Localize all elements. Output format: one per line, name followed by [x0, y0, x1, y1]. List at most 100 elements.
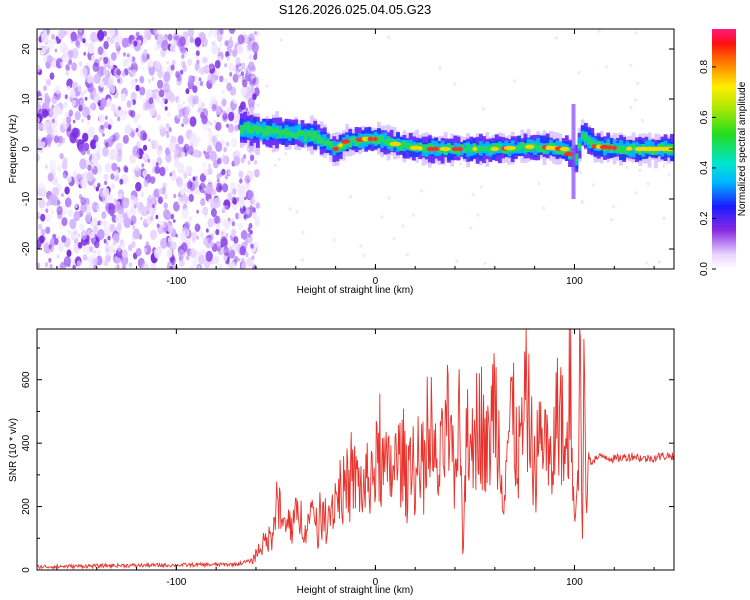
- noise-speckle: [227, 192, 233, 201]
- noise-speckle: [241, 257, 245, 263]
- signal-peak: [472, 146, 478, 152]
- spectrogram-heatmap: [37, 29, 674, 269]
- signal-band-cell: [622, 146, 626, 155]
- signal-band-cell: [268, 126, 273, 135]
- noise-speckle: [215, 229, 220, 236]
- noise-speckle: [46, 126, 53, 136]
- noise-speckle: [177, 98, 180, 103]
- noise-speckle: [40, 213, 46, 222]
- noise-speckle: [215, 133, 219, 139]
- noise-speckle: [168, 127, 172, 133]
- noise-speckle: [183, 228, 190, 238]
- noise-speckle: [249, 154, 255, 162]
- noise-speckle: [228, 62, 235, 72]
- signal-band-cell: [475, 146, 480, 154]
- noise-speckle: [105, 85, 109, 90]
- signal-peak: [591, 144, 598, 149]
- noise-speckle: [155, 95, 161, 103]
- noise-speckle: [166, 60, 169, 65]
- noise-speckle: [100, 220, 104, 226]
- noise-speckle: [181, 208, 189, 219]
- noise-speckle: [220, 109, 224, 113]
- noise-speckle: [226, 55, 230, 61]
- noise-speckle: [592, 183, 595, 187]
- noise-speckle: [103, 260, 107, 266]
- noise-speckle: [167, 112, 171, 118]
- noise-speckle: [209, 96, 217, 107]
- noise-speckle: [102, 187, 110, 198]
- noise-speckle: [177, 114, 182, 120]
- noise-speckle: [93, 265, 97, 269]
- noise-speckle: [249, 230, 253, 235]
- noise-speckle: [251, 196, 257, 206]
- noise-speckle: [48, 257, 52, 263]
- noise-speckle: [86, 171, 94, 182]
- noise-speckle: [142, 144, 148, 151]
- noise-speckle: [130, 78, 137, 88]
- noise-speckle: [202, 206, 209, 216]
- signal-band-cell: [271, 128, 276, 135]
- signal-band-cell: [322, 140, 327, 146]
- noise-speckle: [206, 145, 213, 154]
- noise-speckle: [246, 256, 254, 268]
- noise-speckle: [147, 58, 154, 69]
- noise-speckle: [56, 254, 60, 259]
- noise-speckle: [225, 141, 230, 147]
- noise-speckle: [191, 236, 196, 244]
- noise-speckle: [636, 81, 640, 85]
- noise-speckle: [94, 240, 100, 249]
- signal-band-cell: [291, 126, 295, 138]
- noise-speckle: [117, 78, 121, 83]
- noise-speckle: [162, 82, 170, 94]
- noise-speckle: [199, 81, 204, 87]
- noise-speckle: [119, 178, 124, 185]
- noise-speckle: [120, 93, 127, 102]
- signal-band-cell: [316, 134, 321, 144]
- noise-speckle: [333, 238, 336, 242]
- noise-speckle: [165, 89, 168, 93]
- signal-peak: [389, 141, 402, 147]
- noise-speckle: [216, 157, 222, 165]
- noise-speckle: [95, 236, 99, 241]
- noise-speckle: [102, 195, 108, 204]
- signal-band-cell: [380, 135, 384, 142]
- noise-speckle: [61, 193, 64, 198]
- signal-band-cell: [498, 143, 502, 151]
- signal-peak: [626, 146, 633, 151]
- noise-speckle: [95, 186, 100, 192]
- noise-speckle: [202, 237, 209, 246]
- noise-speckle: [156, 223, 160, 228]
- noise-speckle: [164, 166, 169, 172]
- signal-band-cell: [447, 143, 451, 151]
- signal-peak: [456, 146, 464, 152]
- signal-peak: [611, 145, 617, 150]
- noise-speckle: [186, 180, 193, 190]
- noise-speckle: [38, 212, 41, 217]
- signal-peak: [417, 146, 423, 151]
- x-tick-label: 100: [566, 276, 583, 287]
- signal-band-cell: [300, 130, 305, 136]
- noise-speckle: [147, 158, 151, 163]
- noise-speckle: [253, 54, 258, 61]
- noise-speckle: [160, 237, 168, 249]
- noise-speckle: [52, 104, 61, 116]
- noise-speckle: [78, 104, 83, 112]
- noise-speckle: [121, 249, 128, 259]
- noise-speckle: [176, 177, 184, 188]
- noise-speckle: [240, 86, 247, 96]
- noise-speckle: [99, 80, 105, 88]
- noise-speckle: [80, 91, 85, 97]
- noise-speckle: [213, 197, 221, 209]
- noise-speckle: [638, 168, 642, 172]
- noise-speckle: [216, 178, 220, 183]
- noise-speckle: [154, 166, 158, 171]
- noise-speckle: [185, 88, 190, 95]
- noise-speckle: [215, 141, 223, 152]
- noise-speckle: [177, 135, 184, 145]
- noise-speckle: [117, 148, 123, 157]
- noise-speckle: [130, 131, 135, 138]
- noise-speckle: [295, 209, 299, 214]
- signal-peak: [338, 143, 344, 148]
- signal-band-cell: [310, 131, 314, 142]
- noise-speckle: [109, 76, 115, 85]
